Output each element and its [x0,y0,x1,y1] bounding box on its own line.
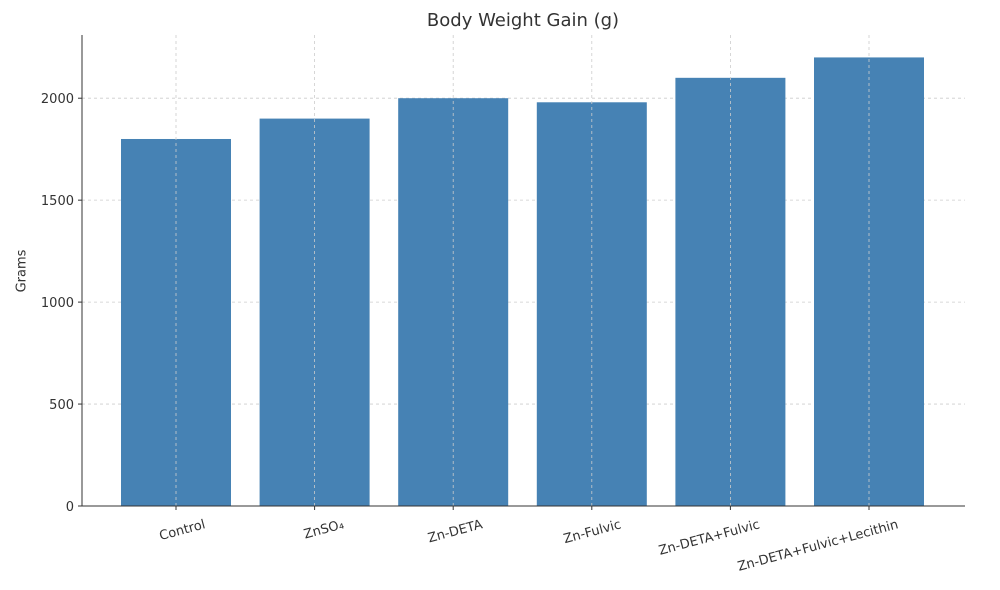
chart-title: Body Weight Gain (g) [427,10,619,31]
y-tick-label: 1000 [41,296,74,311]
x-tick-label: Zn-Fulvic [562,517,623,547]
x-tick-label: ZnSO₄ [302,517,345,542]
x-tick-label: Zn-DETA+Fulvic+Lecithin [736,517,900,574]
y-tick-label: 0 [66,500,74,515]
y-axis-label: Grams [15,249,30,292]
y-tick-label: 2000 [41,92,74,107]
x-tick-label: Zn-DETA+Fulvic [657,517,761,558]
y-tick-label: 1500 [41,194,74,209]
bar [675,77,786,507]
y-tick-label: 500 [49,398,74,413]
x-tick-label: Control [158,517,207,544]
x-tick-label: Zn-DETA [426,517,484,546]
